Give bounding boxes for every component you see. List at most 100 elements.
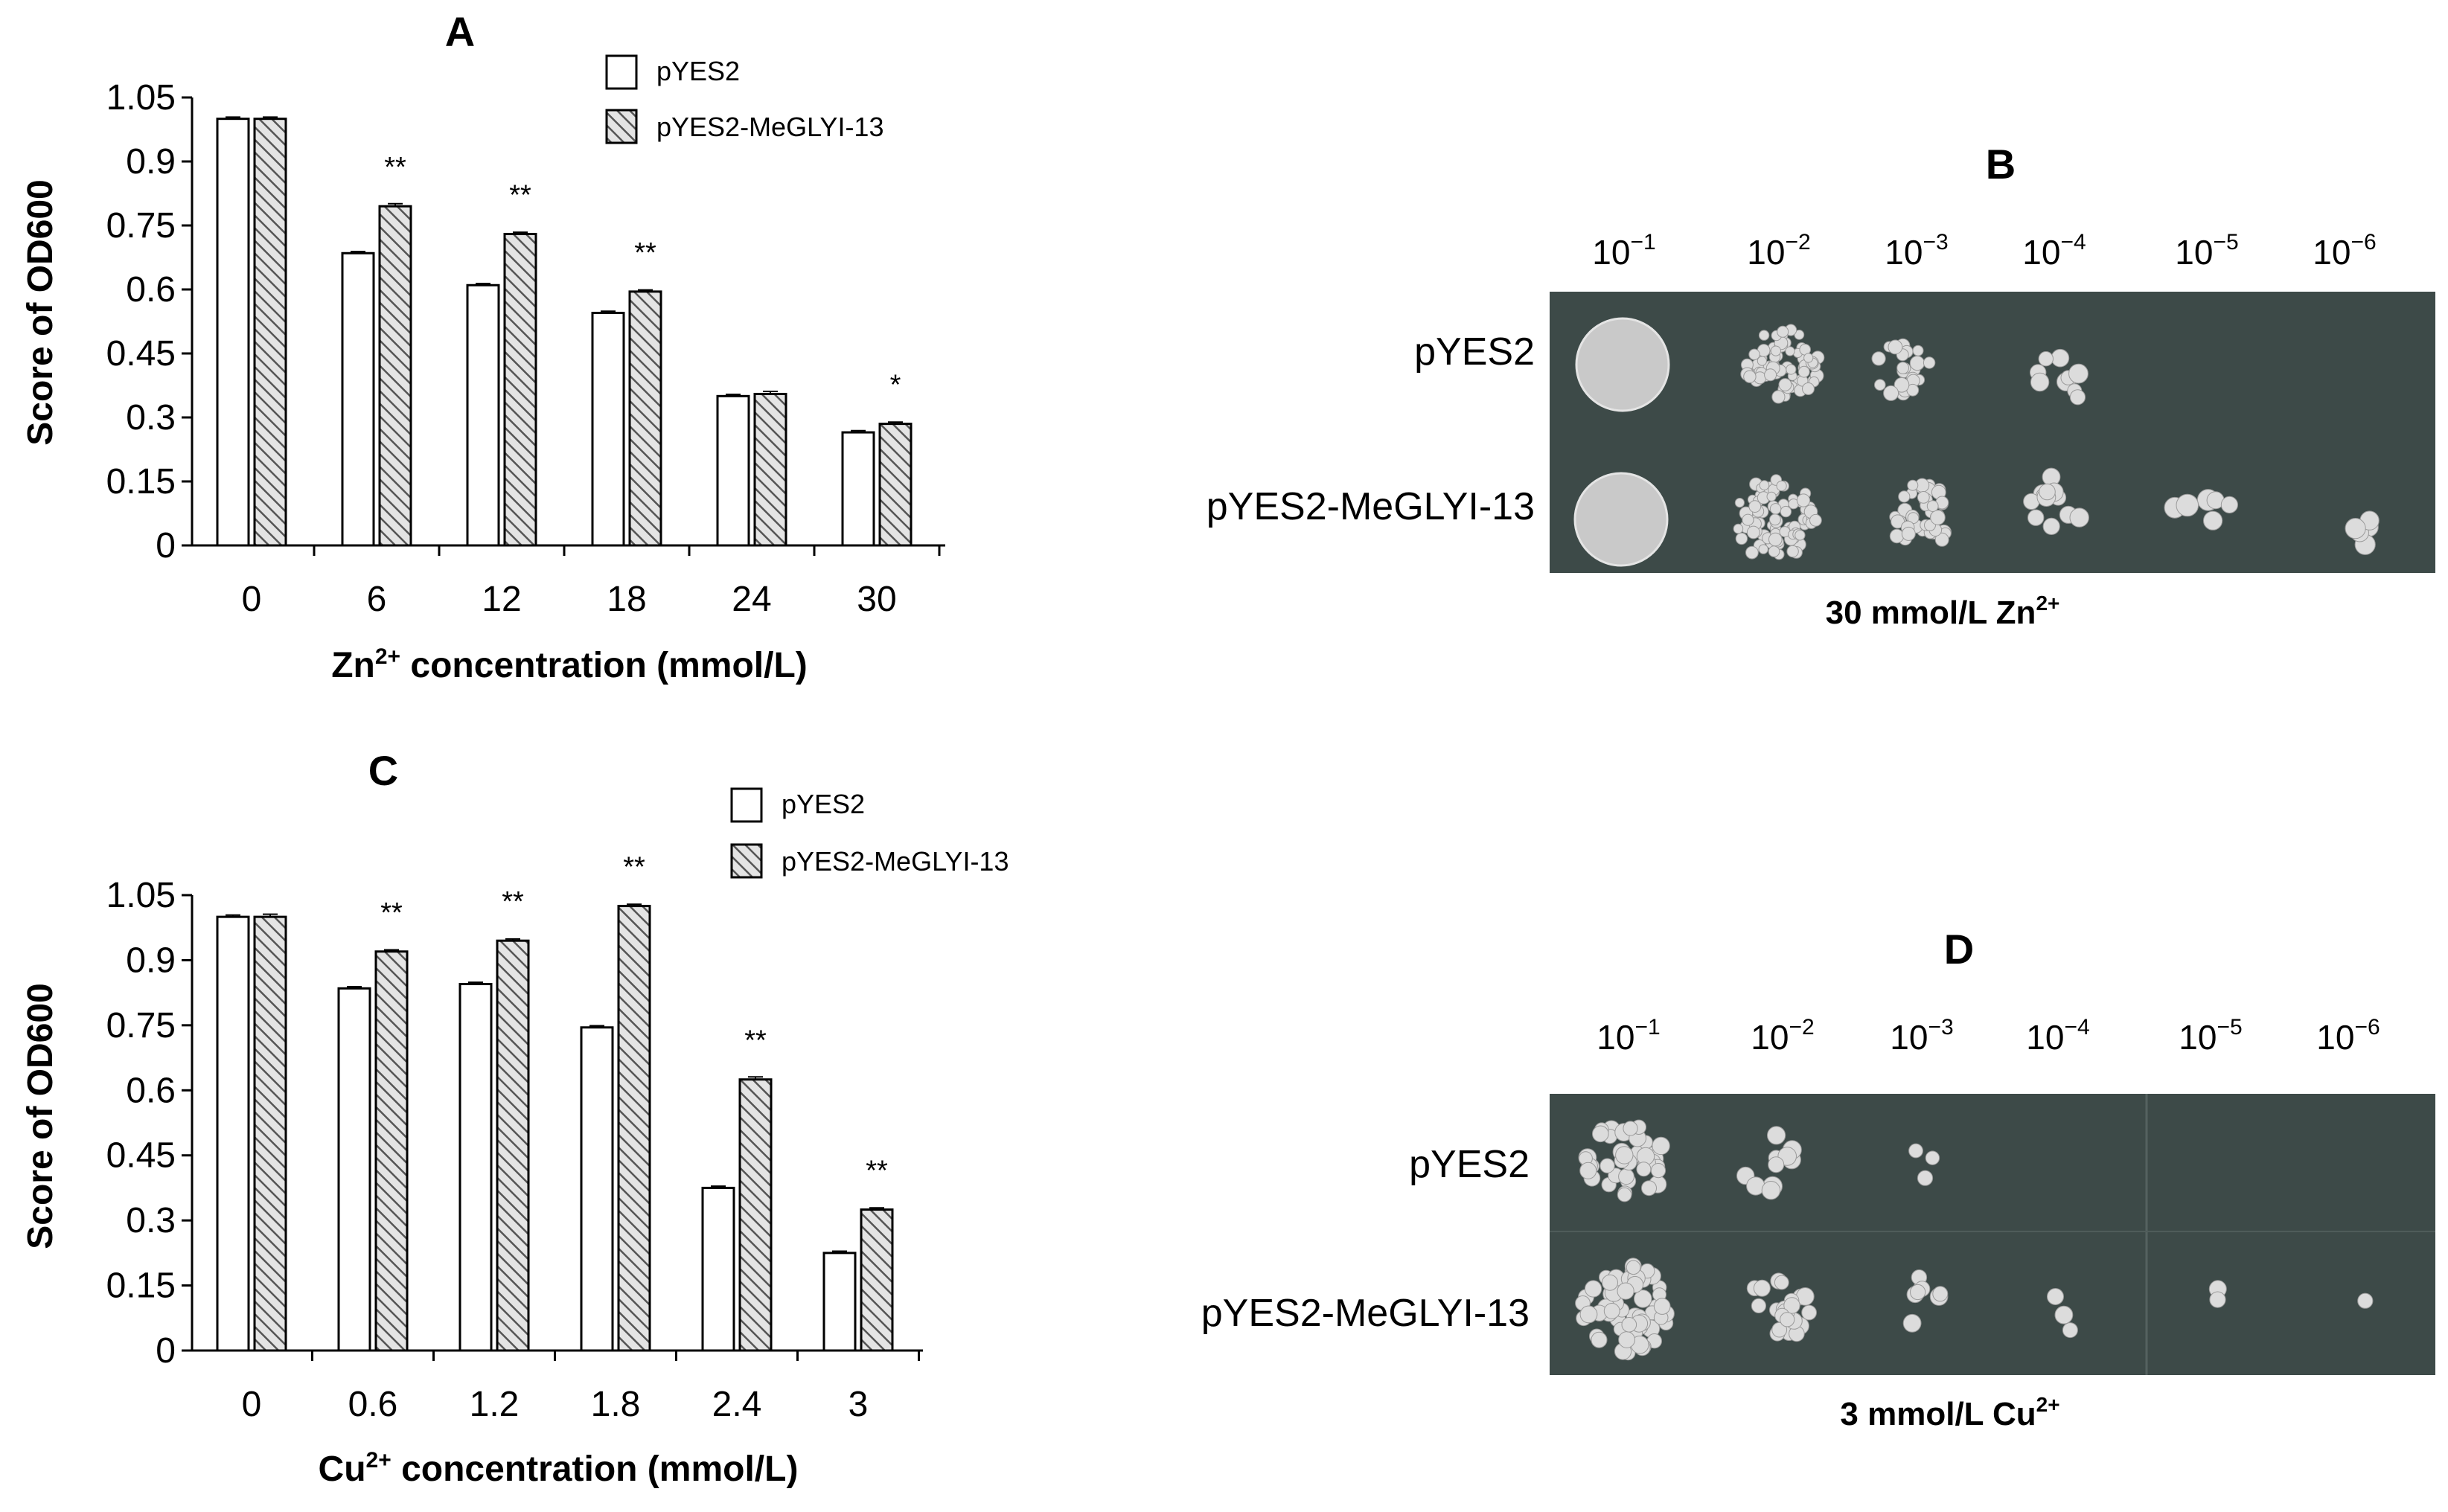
- yeast-colony: [1802, 382, 1815, 395]
- yeast-colony: [1888, 339, 1903, 355]
- y-tick-label: 0.9: [126, 142, 176, 182]
- yeast-colony: [1734, 498, 1745, 508]
- bar-megly: [738, 1078, 773, 1352]
- significance-mark: **: [744, 1025, 767, 1057]
- y-tick-label: 0.45: [106, 1136, 176, 1176]
- yeast-colony: [1603, 1303, 1620, 1319]
- dilution-label: 10−6: [2316, 1015, 2380, 1057]
- plate-image-b: [1550, 292, 2435, 573]
- yeast-colony: [1934, 532, 1949, 547]
- yeast-colony: [1923, 356, 1936, 369]
- panel-c-letter: C: [368, 747, 398, 794]
- y-tick-label: 0.75: [106, 1006, 176, 1045]
- yeast-colony: [1757, 356, 1767, 366]
- yeast-colony: [1917, 1170, 1934, 1186]
- yeast-colony: [1653, 1298, 1671, 1315]
- yeast-colony: [1618, 1168, 1634, 1185]
- y-tick-label: 0.9: [126, 941, 176, 980]
- bar-pyes2: [466, 284, 500, 547]
- significance-mark: *: [890, 370, 901, 401]
- yeast-colony: [1795, 530, 1806, 541]
- yeast-colony: [1768, 545, 1780, 557]
- legend-swatch-pyes2: [730, 787, 763, 823]
- dilution-label: 10−4: [2026, 1015, 2089, 1057]
- yeast-colony: [1896, 362, 1910, 374]
- yeast-colony: [1618, 1331, 1636, 1348]
- y-tick-label: 0.15: [106, 462, 176, 502]
- dilution-label: 10−2: [1747, 230, 1810, 272]
- yeast-colony: [1871, 351, 1886, 366]
- y-tick-label: 0.75: [106, 206, 176, 246]
- dilution-label: 10−4: [2022, 230, 2086, 272]
- yeast-colony: [1743, 370, 1757, 383]
- yeast-colony: [1909, 356, 1925, 371]
- yeast-colony: [1759, 480, 1770, 490]
- yeast-colony: [1874, 379, 1886, 391]
- yeast-colony: [1786, 364, 1797, 375]
- yeast-colony: [1579, 1162, 1597, 1179]
- yeast-colony: [1770, 345, 1781, 356]
- bar-megly: [860, 1208, 894, 1352]
- yeast-spot: [1573, 472, 1669, 567]
- panel-c-ylabel: Score of OD600: [21, 983, 60, 1249]
- yeast-colony: [2176, 493, 2199, 517]
- dilution-label: 10−3: [1890, 1015, 1953, 1057]
- yeast-colony: [1809, 513, 1822, 527]
- yeast-colony: [1591, 1331, 1608, 1348]
- bar-pyes2: [216, 915, 250, 1352]
- yeast-colony: [1617, 1282, 1634, 1300]
- yeast-colony: [2069, 507, 2089, 528]
- significance-mark: **: [634, 237, 656, 269]
- panel-a-ylabel: Score of OD600: [21, 179, 60, 445]
- panel-c-xlabel: Cu2+ concentration (mmol/L): [319, 1448, 799, 1489]
- panel-b-caption: 30 mmol/L Zn2+: [1826, 592, 2060, 631]
- yeast-colony: [1602, 1274, 1618, 1291]
- yeast-colony: [1768, 532, 1783, 547]
- y-tick-label: 0: [156, 1331, 176, 1371]
- yeast-colony: [1766, 491, 1777, 502]
- panel-b-letter: B: [1986, 141, 2016, 188]
- yeast-colony: [1930, 510, 1946, 525]
- bar-megly: [374, 950, 409, 1352]
- bar-megly: [496, 939, 530, 1352]
- yeast-colony: [1777, 325, 1789, 338]
- panel-c-legend: pYES2 pYES2-MeGLYI-13: [730, 787, 1009, 879]
- yeast-colony: [1917, 491, 1930, 504]
- y-tick-label: 0.15: [106, 1266, 176, 1306]
- yeast-colony: [1758, 544, 1768, 554]
- yeast-colony: [1803, 353, 1814, 363]
- panel-c-significance: ** ** ** ** **: [380, 852, 888, 1187]
- bar-pyes2: [216, 118, 250, 547]
- yeast-colony: [1634, 1290, 1652, 1308]
- y-tick-label: 1.05: [106, 876, 176, 915]
- dilution-label: 10−5: [2175, 230, 2238, 272]
- plate-row-label-megly: pYES2-MeGLYI-13: [1207, 485, 1535, 528]
- yeast-colony: [1780, 1312, 1795, 1327]
- yeast-colony: [2062, 1322, 2078, 1339]
- yeast-colony: [1626, 1260, 1641, 1275]
- x-tick-label: 1.8: [591, 1385, 641, 1424]
- x-tick-label: 1.2: [470, 1385, 520, 1424]
- y-tick-label: 0.3: [126, 398, 176, 438]
- yeast-colony: [1883, 385, 1899, 401]
- yeast-colony: [2345, 518, 2366, 539]
- y-tick-label: 1.05: [106, 78, 176, 118]
- x-tick-label: 24: [732, 580, 771, 619]
- yeast-colony: [1733, 523, 1744, 534]
- panel-d-dilution-labels: 10−1 10−2 10−3 10−4 10−5 10−6: [1597, 1015, 2380, 1057]
- panel-a: A Score of OD600 0 0.15 0.3 0.45 0.6 0.75 0.9 1…: [21, 8, 945, 685]
- dilution-label: 10−6: [2313, 230, 2376, 272]
- yeast-colony: [1785, 346, 1795, 356]
- y-tick-label: 0.3: [126, 1201, 176, 1240]
- plate-b-colonies: [1573, 317, 2380, 567]
- panel-b: B 10−1 10−2 10−3 10−4 10−5 10−6 pYES2 pY…: [1207, 141, 2435, 631]
- yeast-colony: [1780, 505, 1792, 518]
- yeast-colony: [1771, 390, 1786, 404]
- bar-megly: [378, 205, 412, 547]
- yeast-colony: [1776, 480, 1787, 492]
- yeast-colony: [2038, 351, 2054, 367]
- yeast-colony: [1901, 526, 1916, 541]
- yeast-colony: [1768, 1156, 1785, 1173]
- yeast-colony: [1746, 525, 1760, 539]
